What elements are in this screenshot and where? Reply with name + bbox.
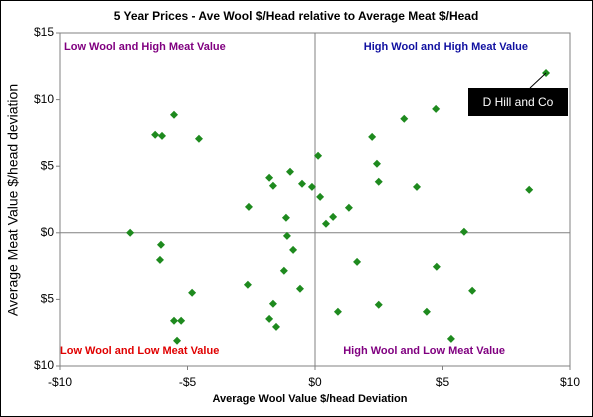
y-axis-label: Average Meat Value $/head deviation bbox=[5, 84, 21, 316]
point bbox=[297, 179, 306, 188]
point bbox=[156, 240, 165, 249]
point bbox=[329, 212, 338, 221]
point bbox=[194, 134, 203, 143]
y-tick-label: $10 bbox=[34, 358, 54, 372]
point bbox=[265, 173, 274, 182]
point bbox=[281, 213, 290, 222]
x-tick-label: $0 bbox=[308, 375, 322, 389]
point bbox=[155, 255, 164, 264]
x-axis-label: Average Wool Value $/head Deviation bbox=[212, 393, 407, 405]
point bbox=[374, 300, 383, 309]
point bbox=[126, 228, 135, 237]
point bbox=[372, 159, 381, 168]
point bbox=[353, 257, 362, 266]
point bbox=[432, 104, 441, 113]
y-tick-label: $15 bbox=[34, 25, 54, 39]
point bbox=[295, 284, 304, 293]
quadrant-label: High Wool and Low Meat Value bbox=[343, 345, 505, 357]
point bbox=[422, 307, 431, 316]
point bbox=[333, 307, 342, 316]
x-tick-label: $10 bbox=[560, 375, 580, 389]
callout-box bbox=[468, 88, 568, 116]
quadrant-label: Low Wool and Low Meat Value bbox=[60, 345, 219, 357]
point bbox=[400, 114, 409, 123]
point bbox=[169, 110, 178, 119]
point bbox=[413, 182, 421, 191]
chart-title: 5 Year Prices - Ave Wool $/Head relative… bbox=[114, 9, 479, 23]
point bbox=[265, 314, 274, 323]
point bbox=[432, 262, 441, 271]
point bbox=[271, 322, 280, 331]
point bbox=[307, 182, 316, 191]
quadrant-label: High Wool and High Meat Value bbox=[364, 41, 528, 53]
point bbox=[286, 167, 295, 176]
point bbox=[158, 131, 166, 140]
point bbox=[279, 266, 288, 275]
point bbox=[374, 177, 383, 186]
callout-leader bbox=[529, 72, 547, 89]
point bbox=[177, 316, 186, 325]
point bbox=[243, 280, 252, 289]
callout-text: D Hill and Co bbox=[483, 95, 554, 109]
quadrant-label: Low Wool and High Meat Value bbox=[64, 41, 226, 53]
y-tick-label: $5 bbox=[41, 292, 55, 306]
y-tick-label: $0 bbox=[41, 225, 55, 239]
point bbox=[459, 227, 468, 236]
point bbox=[268, 181, 277, 190]
x-tick-label: $5 bbox=[436, 375, 450, 389]
point bbox=[173, 336, 182, 345]
point bbox=[282, 231, 291, 240]
point bbox=[151, 130, 160, 139]
point bbox=[289, 245, 298, 254]
x-tick-label: -$5 bbox=[179, 375, 197, 389]
point bbox=[446, 334, 455, 343]
point bbox=[314, 151, 323, 160]
point bbox=[344, 203, 353, 212]
point bbox=[316, 192, 325, 201]
point bbox=[268, 299, 277, 308]
y-tick-label: $10 bbox=[34, 92, 54, 106]
point bbox=[368, 132, 377, 141]
point bbox=[244, 202, 253, 211]
point bbox=[169, 316, 178, 325]
point bbox=[525, 185, 534, 194]
point bbox=[468, 286, 477, 295]
point bbox=[321, 219, 330, 228]
y-tick-label: $5 bbox=[41, 158, 55, 172]
point bbox=[188, 288, 197, 297]
x-tick-label: -$10 bbox=[48, 375, 72, 389]
